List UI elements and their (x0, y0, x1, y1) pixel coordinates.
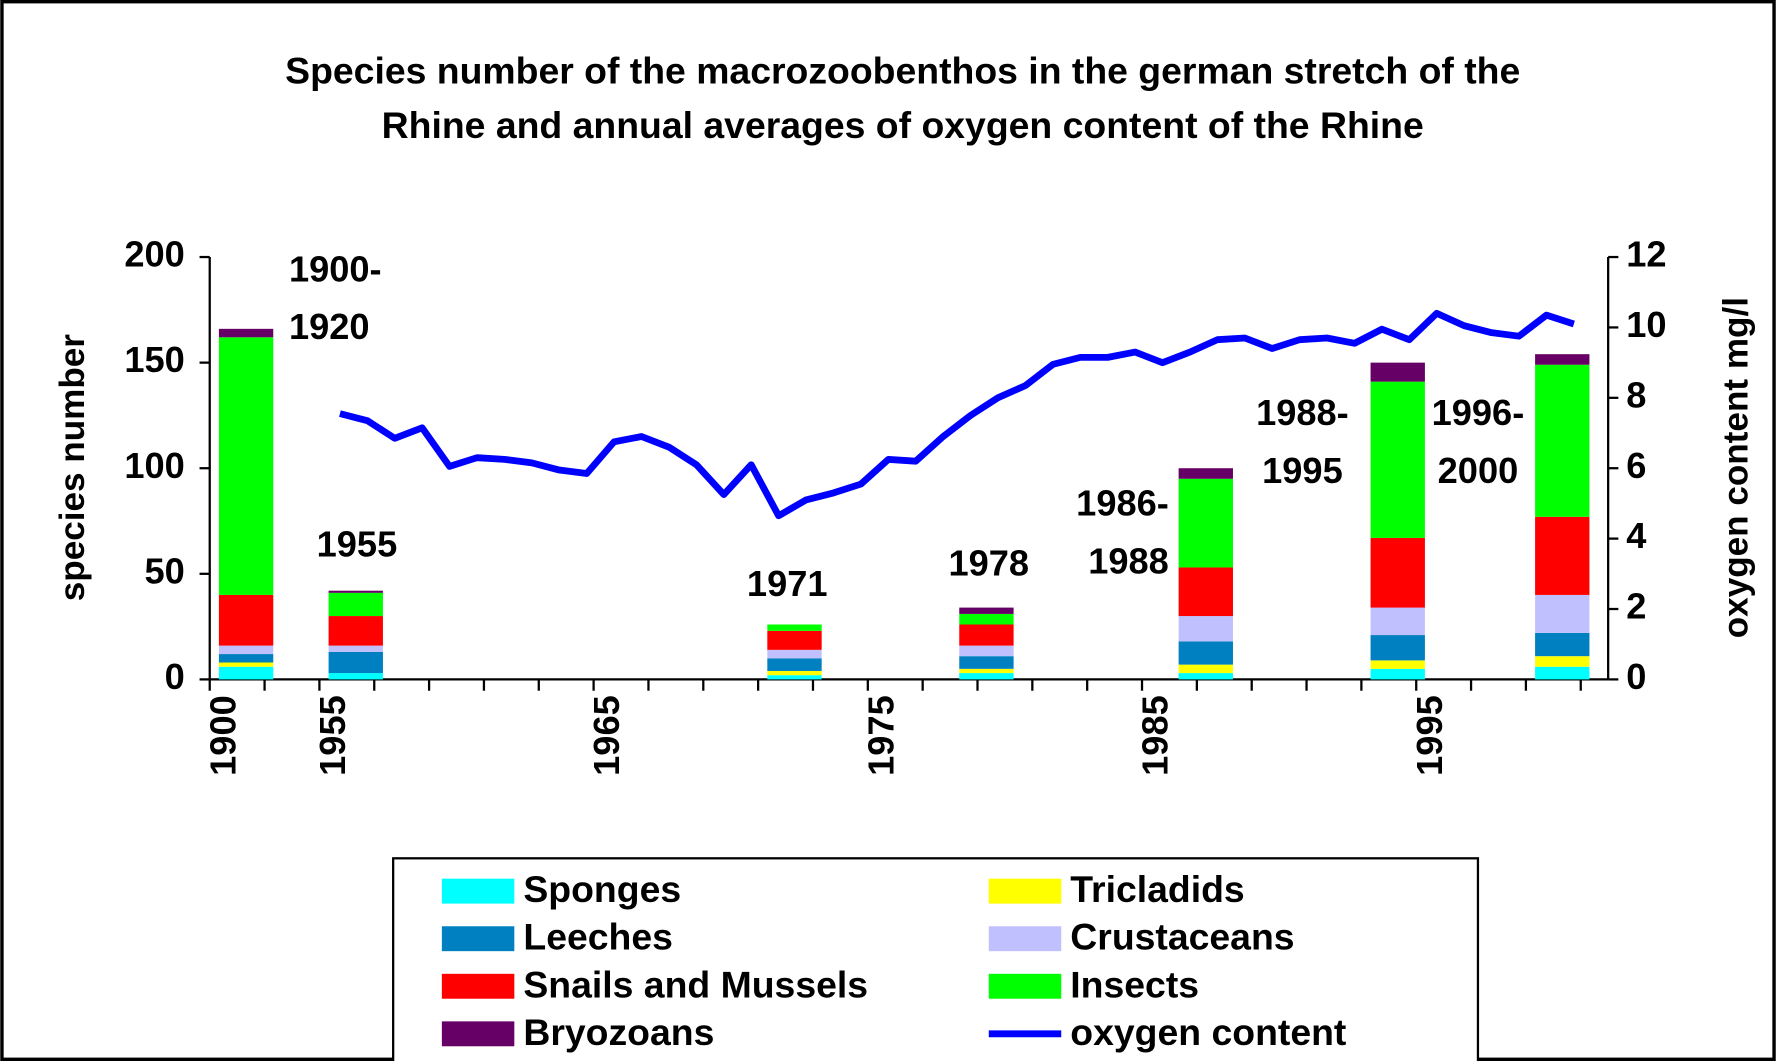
bar-segment (1535, 516, 1590, 595)
bar-segment (1370, 668, 1425, 680)
legend-swatch (441, 973, 515, 999)
x-tick-label: 1965 (586, 695, 627, 776)
bar-annotation: 1995 (1262, 450, 1343, 491)
bar-segment (218, 662, 274, 667)
bar-segment (218, 337, 274, 595)
y2-tick-label: 8 (1626, 374, 1646, 415)
legend-swatch (441, 878, 515, 904)
bar-segment (1535, 632, 1590, 657)
legend-label: oxygen content (1070, 1011, 1346, 1053)
y-tick-label: 0 (165, 656, 185, 697)
bar-segment (1178, 641, 1233, 665)
bar-annotation: 2000 (1438, 450, 1519, 491)
bar-segment (1535, 656, 1590, 667)
bar-annotation: 1988- (1256, 392, 1349, 433)
bar-segment (218, 666, 274, 680)
bar-segment (328, 592, 383, 617)
bar-segment (767, 670, 822, 676)
bar-annotation: 1978 (948, 543, 1029, 584)
bar-segment (1370, 660, 1425, 669)
bar-segment (1535, 594, 1590, 633)
legend-label: Bryozoans (523, 1011, 714, 1053)
y2-tick-label: 6 (1626, 445, 1646, 486)
bar-annotation: 1986- (1076, 483, 1169, 524)
x-tick-label: 1985 (1135, 695, 1176, 776)
bar-annotation: 1920 (289, 306, 370, 347)
bar-segment (959, 673, 1014, 680)
bar-segment (1370, 607, 1425, 636)
bar-annotation: 1971 (747, 563, 828, 604)
bar-segment (767, 649, 822, 659)
y-tick-label: 150 (124, 339, 184, 380)
bar-segment (1178, 478, 1233, 568)
bar-segment (218, 645, 274, 655)
bar-segment (328, 616, 383, 646)
bar-segment (1178, 673, 1233, 680)
bar-segment (1535, 354, 1590, 365)
bar-segment (767, 658, 822, 671)
bar-segment (1178, 664, 1233, 674)
bar-segment (1370, 381, 1425, 538)
x-tick-label: 1900 (202, 695, 243, 776)
legend-label: Insects (1070, 963, 1199, 1005)
bar-annotation: 1996- (1432, 392, 1525, 433)
bar-segment (328, 645, 383, 652)
y-axis-title: species number (53, 334, 92, 602)
legend-box (392, 857, 1480, 1061)
bar-segment (328, 673, 383, 680)
bar-segment (1178, 567, 1233, 617)
legend-swatch (988, 926, 1062, 952)
x-tick-label: 1995 (1409, 695, 1450, 776)
y2-tick-label: 0 (1626, 656, 1646, 697)
bar-segment (959, 668, 1014, 674)
x-tick-label: 1955 (312, 695, 353, 776)
bar-segment (1178, 468, 1233, 479)
legend-swatch (441, 1021, 515, 1047)
legend-label: Tricladids (1070, 868, 1244, 910)
bar-segment (1535, 364, 1590, 517)
legend-swatch (988, 973, 1062, 999)
legend-label: Leeches (523, 916, 673, 958)
bar-segment (959, 656, 1014, 669)
y2-tick-label: 2 (1626, 586, 1646, 627)
bar-segment (959, 624, 1014, 646)
y2-tick-label: 10 (1626, 304, 1666, 345)
legend-swatch (441, 926, 515, 952)
legend-label: Crustaceans (1070, 916, 1294, 958)
bar-segment (959, 607, 1014, 614)
bar-annotation: 1988 (1088, 540, 1169, 581)
bar-annotation: 1955 (317, 523, 398, 564)
y-tick-label: 50 (145, 550, 185, 591)
bar-segment (218, 654, 274, 663)
bar-annotation: 1900- (289, 248, 382, 289)
bar-segment (218, 328, 274, 338)
y-tick-label: 100 (124, 445, 184, 486)
bar-segment (1370, 537, 1425, 608)
x-tick-label: 1975 (860, 695, 901, 776)
bar-segment (767, 630, 822, 650)
y2-tick-label: 4 (1626, 515, 1646, 556)
bar-segment (767, 675, 822, 680)
legend-label: Sponges (523, 868, 681, 910)
y2-tick-label: 12 (1626, 234, 1666, 275)
y2-axis-title: oxygen content mg/l (1717, 297, 1756, 638)
bar-segment (959, 645, 1014, 657)
bar-segment (328, 590, 383, 593)
bar-segment (1370, 362, 1425, 382)
bar-segment (767, 624, 822, 631)
bar-segment (1178, 616, 1233, 642)
oxygen-line (339, 309, 1575, 520)
legend-label: Snails and Mussels (523, 963, 868, 1005)
chart-title: Species number of the macrozoobenthos in… (285, 49, 1520, 91)
bar-segment (1535, 666, 1590, 680)
bar-segment (1370, 635, 1425, 661)
chart-title: Rhine and annual averages of oxygen cont… (382, 104, 1424, 146)
y-tick-label: 200 (124, 234, 184, 275)
legend-swatch (988, 878, 1062, 904)
bar-segment (959, 613, 1014, 625)
bar-segment (328, 651, 383, 674)
bar-segment (218, 594, 274, 646)
